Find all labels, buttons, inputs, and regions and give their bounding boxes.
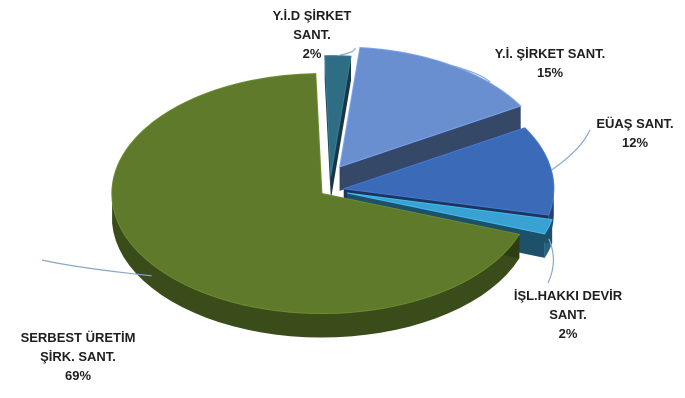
slice-3 <box>347 192 553 235</box>
slice-wall-0-1 <box>330 56 351 200</box>
data-label-2: EÜAŞ SANT. 12% <box>596 116 673 150</box>
data-label-0: Y.İ.D ŞİRKET SANT. 2% <box>273 8 352 61</box>
leader-line-2 <box>550 129 591 171</box>
data-label-0-line-2: 2% <box>303 46 322 61</box>
data-label-1-line-1: 15% <box>537 65 563 80</box>
data-label-1: Y.İ. ŞİRKET SANT. 15% <box>495 46 606 80</box>
slice-0 <box>324 55 352 176</box>
slice-4 <box>111 73 521 315</box>
data-label-2-line-1: 12% <box>622 135 648 150</box>
slice-1 <box>339 46 522 168</box>
data-label-3-line-1: SANT. <box>549 307 587 322</box>
data-label-4: SERBEST ÜRETİM ŞİRK. SANT. 69% <box>21 330 136 383</box>
data-label-0-line-0: Y.İ.D ŞİRKET <box>273 8 352 23</box>
data-label-0-line-1: SANT. <box>293 27 331 42</box>
leader-line-3 <box>547 238 554 284</box>
data-labels: Y.İ.D ŞİRKET SANT. 2% Y.İ. ŞİRKET SANT. 15% E… <box>21 8 674 383</box>
data-label-3-line-0: İŞL.HAKKI DEVİR <box>514 288 623 303</box>
slice-wall-1-1 <box>339 106 521 191</box>
data-label-4-line-1: ŞİRK. SANT. <box>40 349 116 364</box>
leader-line-1 <box>452 65 491 83</box>
data-label-1-line-0: Y.İ. ŞİRKET SANT. <box>495 46 606 61</box>
slice-side-4 <box>112 199 520 338</box>
data-label-2-line-0: EÜAŞ SANT. <box>596 116 673 131</box>
data-label-4-line-2: 69% <box>65 368 91 383</box>
data-label-3-line-2: 2% <box>559 326 578 341</box>
pie-top-faces <box>111 46 555 315</box>
leader-lines <box>41 47 591 284</box>
leader-line-4 <box>41 259 152 277</box>
leader-line-0 <box>337 47 356 57</box>
data-label-3: İŞL.HAKKI DEVİR SANT. 2% <box>514 288 623 341</box>
data-label-4-line-0: SERBEST ÜRETİM <box>21 330 136 345</box>
